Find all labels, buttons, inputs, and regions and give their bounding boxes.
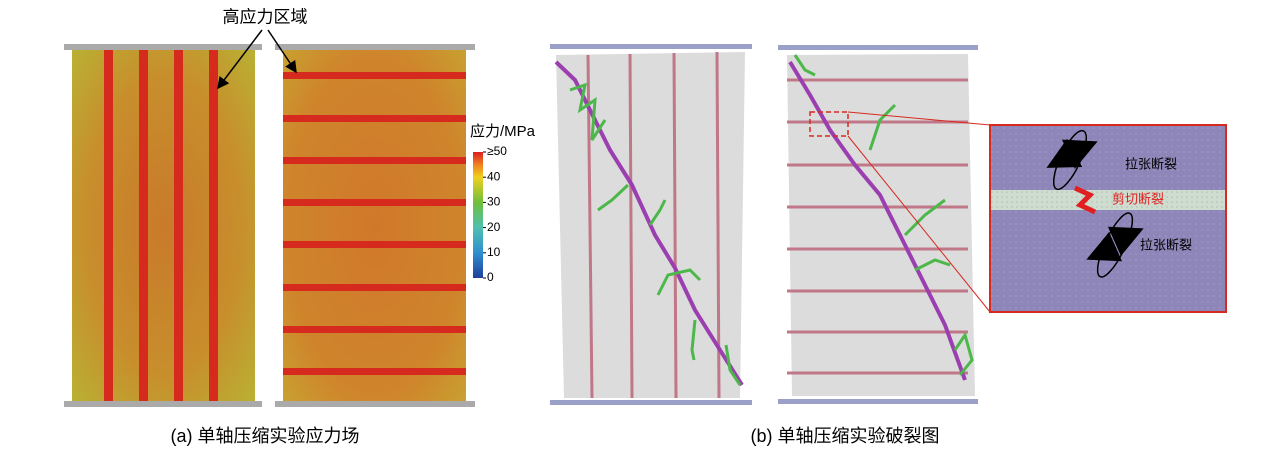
specimen-a-horizontal bbox=[275, 44, 475, 407]
colorbar: 应力/MPa ≥50 40 30 20 10 0 bbox=[470, 122, 536, 284]
colorbar-tick-label: 40 bbox=[487, 169, 501, 183]
arrow bbox=[267, 29, 297, 74]
zoom-label: 拉张断裂 bbox=[1140, 237, 1192, 252]
colorbar-tick-label: 20 bbox=[487, 220, 501, 234]
colorbar-tick-label: 30 bbox=[487, 195, 501, 209]
colorbar-tick-label: 10 bbox=[487, 245, 501, 259]
colorbar-tick-label: 0 bbox=[487, 270, 494, 284]
zoom-view: 拉张断裂 剪切断裂 拉张断裂 bbox=[989, 124, 1227, 313]
arrow bbox=[217, 29, 263, 90]
specimen-b-left bbox=[550, 44, 752, 405]
caption: (a) 单轴压缩实验应力场 bbox=[171, 426, 360, 446]
colorbar-tick-label: ≥50 bbox=[487, 144, 507, 158]
annotation: 高应力区域 bbox=[223, 7, 308, 26]
specimen-a-vertical bbox=[64, 44, 262, 407]
zoom-label: 拉张断裂 bbox=[1125, 156, 1177, 171]
colorbar-title: 应力/MPa bbox=[470, 122, 536, 140]
specimen-b-right bbox=[778, 45, 991, 404]
zoom-label: 剪切断裂 bbox=[1112, 191, 1164, 206]
caption: (b) 单轴压缩实验破裂图 bbox=[751, 426, 940, 446]
